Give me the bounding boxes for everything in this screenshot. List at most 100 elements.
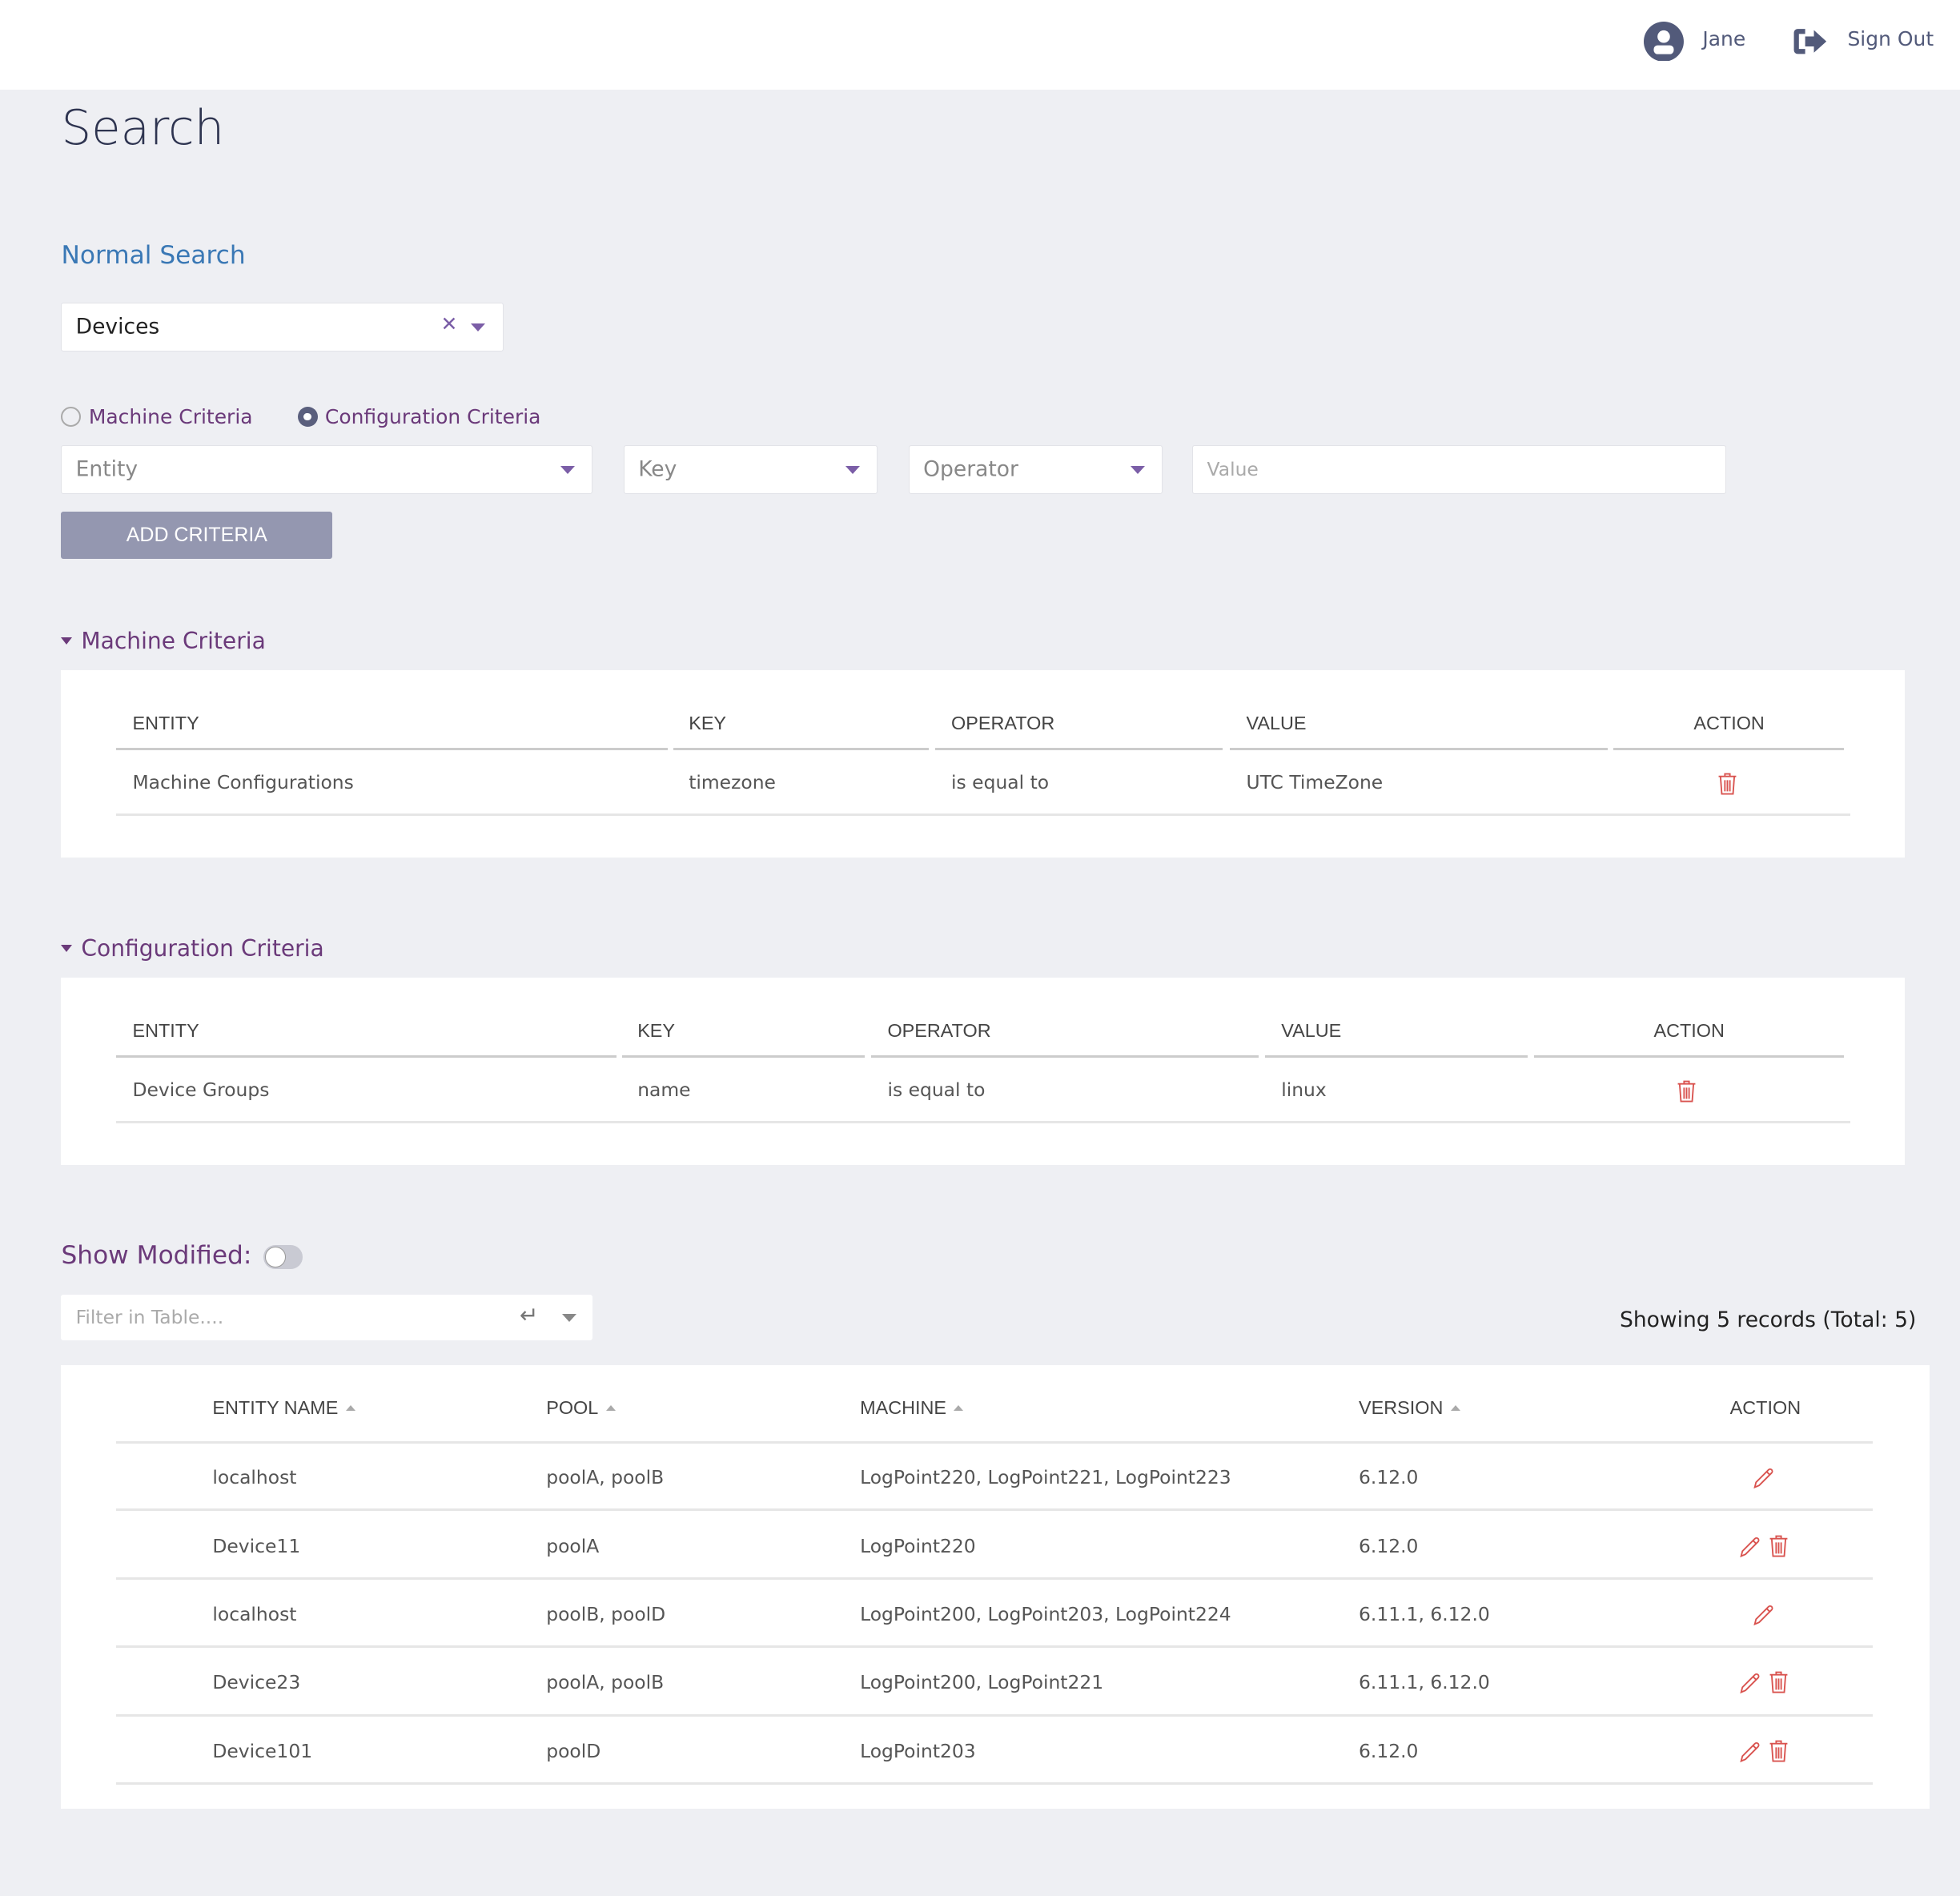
sign-out-link[interactable]: Sign Out [1847,27,1934,51]
key-placeholder: Key [638,456,677,482]
cell-entity-name: localhost [212,1603,297,1626]
column-header: OPERATOR [951,712,1055,733]
cell-machine: LogPoint220 [860,1534,976,1557]
trash-icon[interactable] [1769,1740,1789,1762]
cell-key: timezone [689,771,776,794]
cell-pool: poolB, poolD [546,1603,666,1626]
configuration-criteria-table: ENTITY KEY OPERATOR VALUE ACTION Device … [61,977,1906,1166]
cell-version: 6.11.1, 6.12.0 [1359,1603,1490,1626]
cell-machine: LogPoint200, LogPoint203, LogPoint224 [860,1603,1231,1626]
user-name[interactable]: Jane [1702,27,1746,51]
column-header: VALUE [1281,1019,1342,1041]
key-select[interactable]: Key [624,444,878,494]
cell-key: name [637,1079,691,1102]
section-title: Normal Search [61,241,246,271]
chevron-down-icon [845,465,861,475]
machine-criteria-table: ENTITY KEY OPERATOR VALUE ACTION Machine… [61,669,1906,858]
chevron-down-icon [560,465,576,475]
edit-icon[interactable] [1737,1535,1760,1559]
radio-machine-criteria[interactable]: Machine Criteria [61,404,253,428]
sort-icon [605,1404,616,1411]
cell-pool: poolA, poolB [546,1671,665,1694]
edit-icon[interactable] [1737,1671,1760,1695]
cell-value: UTC TimeZone [1246,771,1384,794]
filter-placeholder: Filter in Table.... [75,1306,224,1329]
entity-type-select[interactable]: Devices ✕ [61,302,504,351]
cell-machine: LogPoint220, LogPoint221, LogPoint223 [860,1466,1231,1489]
cell-operator: is equal to [887,1079,986,1102]
edit-icon[interactable] [1737,1740,1760,1764]
cell-version: 6.12.0 [1359,1739,1419,1762]
operator-placeholder: Operator [923,456,1018,482]
cell-pool: poolA [546,1534,600,1557]
entity-select[interactable]: Entity [61,444,592,494]
machine-criteria-toggle[interactable]: Machine Criteria [61,627,266,654]
add-criteria-button[interactable]: ADD CRITERIA [61,511,333,559]
enter-icon[interactable]: ↵ [519,1302,539,1329]
entity-type-value: Devices [75,314,160,339]
radio-label: Configuration Criteria [324,404,541,428]
sort-icon [1450,1404,1460,1411]
column-header: OPERATOR [887,1019,991,1041]
edit-icon[interactable] [1751,1466,1773,1490]
show-modified-label: Show Modified: [61,1241,252,1271]
cell-entity-name: localhost [212,1466,297,1489]
caret-down-icon [61,944,73,952]
cell-pool: poolA, poolB [546,1466,665,1489]
section-heading: Machine Criteria [81,627,266,654]
radio-icon [61,406,82,427]
chevron-down-icon [470,323,485,332]
column-header: ACTION [1693,712,1765,733]
sort-icon [345,1404,355,1411]
sort-version[interactable]: VERSION [1359,1397,1460,1419]
show-modified-toggle[interactable] [263,1244,303,1269]
trash-icon[interactable] [1769,1671,1789,1693]
column-header: ACTION [1653,1019,1725,1041]
section-heading: Configuration Criteria [81,934,324,962]
cell-entity-name: Device11 [212,1534,301,1557]
page-title: Search [61,99,225,155]
radio-configuration-criteria[interactable]: Configuration Criteria [297,404,541,428]
value-input[interactable]: Value [1192,444,1726,494]
cell-entity: Machine Configurations [132,771,354,794]
radio-selected-icon [297,406,318,427]
cell-entity: Device Groups [132,1079,270,1102]
column-header: ENTITY [132,712,199,733]
caret-down-icon [61,637,73,645]
sort-pool[interactable]: POOL [546,1397,616,1419]
value-placeholder: Value [1207,458,1259,481]
cell-version: 6.12.0 [1359,1466,1419,1489]
sort-entity-name[interactable]: ENTITY NAME [212,1397,355,1419]
trash-icon[interactable] [1717,773,1737,795]
column-header: KEY [689,712,727,733]
chevron-down-icon[interactable] [561,1313,576,1323]
cell-version: 6.12.0 [1359,1534,1419,1557]
cell-value: linux [1281,1079,1327,1102]
records-count: Showing 5 records (Total: 5) [1620,1308,1917,1332]
column-header: ENTITY [132,1019,199,1041]
configuration-criteria-toggle[interactable]: Configuration Criteria [61,934,324,962]
cell-operator: is equal to [951,771,1050,794]
sort-icon [954,1404,964,1411]
top-bar: Jane Sign Out [0,0,1960,90]
column-header: ACTION [1729,1397,1801,1419]
column-header: KEY [637,1019,676,1041]
clear-icon[interactable]: ✕ [440,311,458,335]
sign-out-icon[interactable] [1793,26,1828,56]
user-avatar-icon[interactable] [1643,21,1684,62]
operator-select[interactable]: Operator [908,444,1163,494]
trash-icon[interactable] [1769,1535,1789,1557]
edit-icon[interactable] [1751,1603,1773,1627]
results-table: ENTITY NAME POOL MACHINE VERSION ACTION … [61,1364,1930,1810]
entity-placeholder: Entity [75,456,139,482]
trash-icon[interactable] [1677,1080,1697,1103]
sort-machine[interactable]: MACHINE [860,1397,964,1419]
cell-entity-name: Device23 [212,1671,301,1694]
cell-version: 6.11.1, 6.12.0 [1359,1671,1490,1694]
radio-label: Machine Criteria [88,404,253,428]
table-filter-input[interactable]: Filter in Table.... ↵ [61,1295,592,1340]
cell-pool: poolD [546,1739,601,1762]
chevron-down-icon [1131,465,1146,475]
cell-machine: LogPoint203 [860,1739,976,1762]
